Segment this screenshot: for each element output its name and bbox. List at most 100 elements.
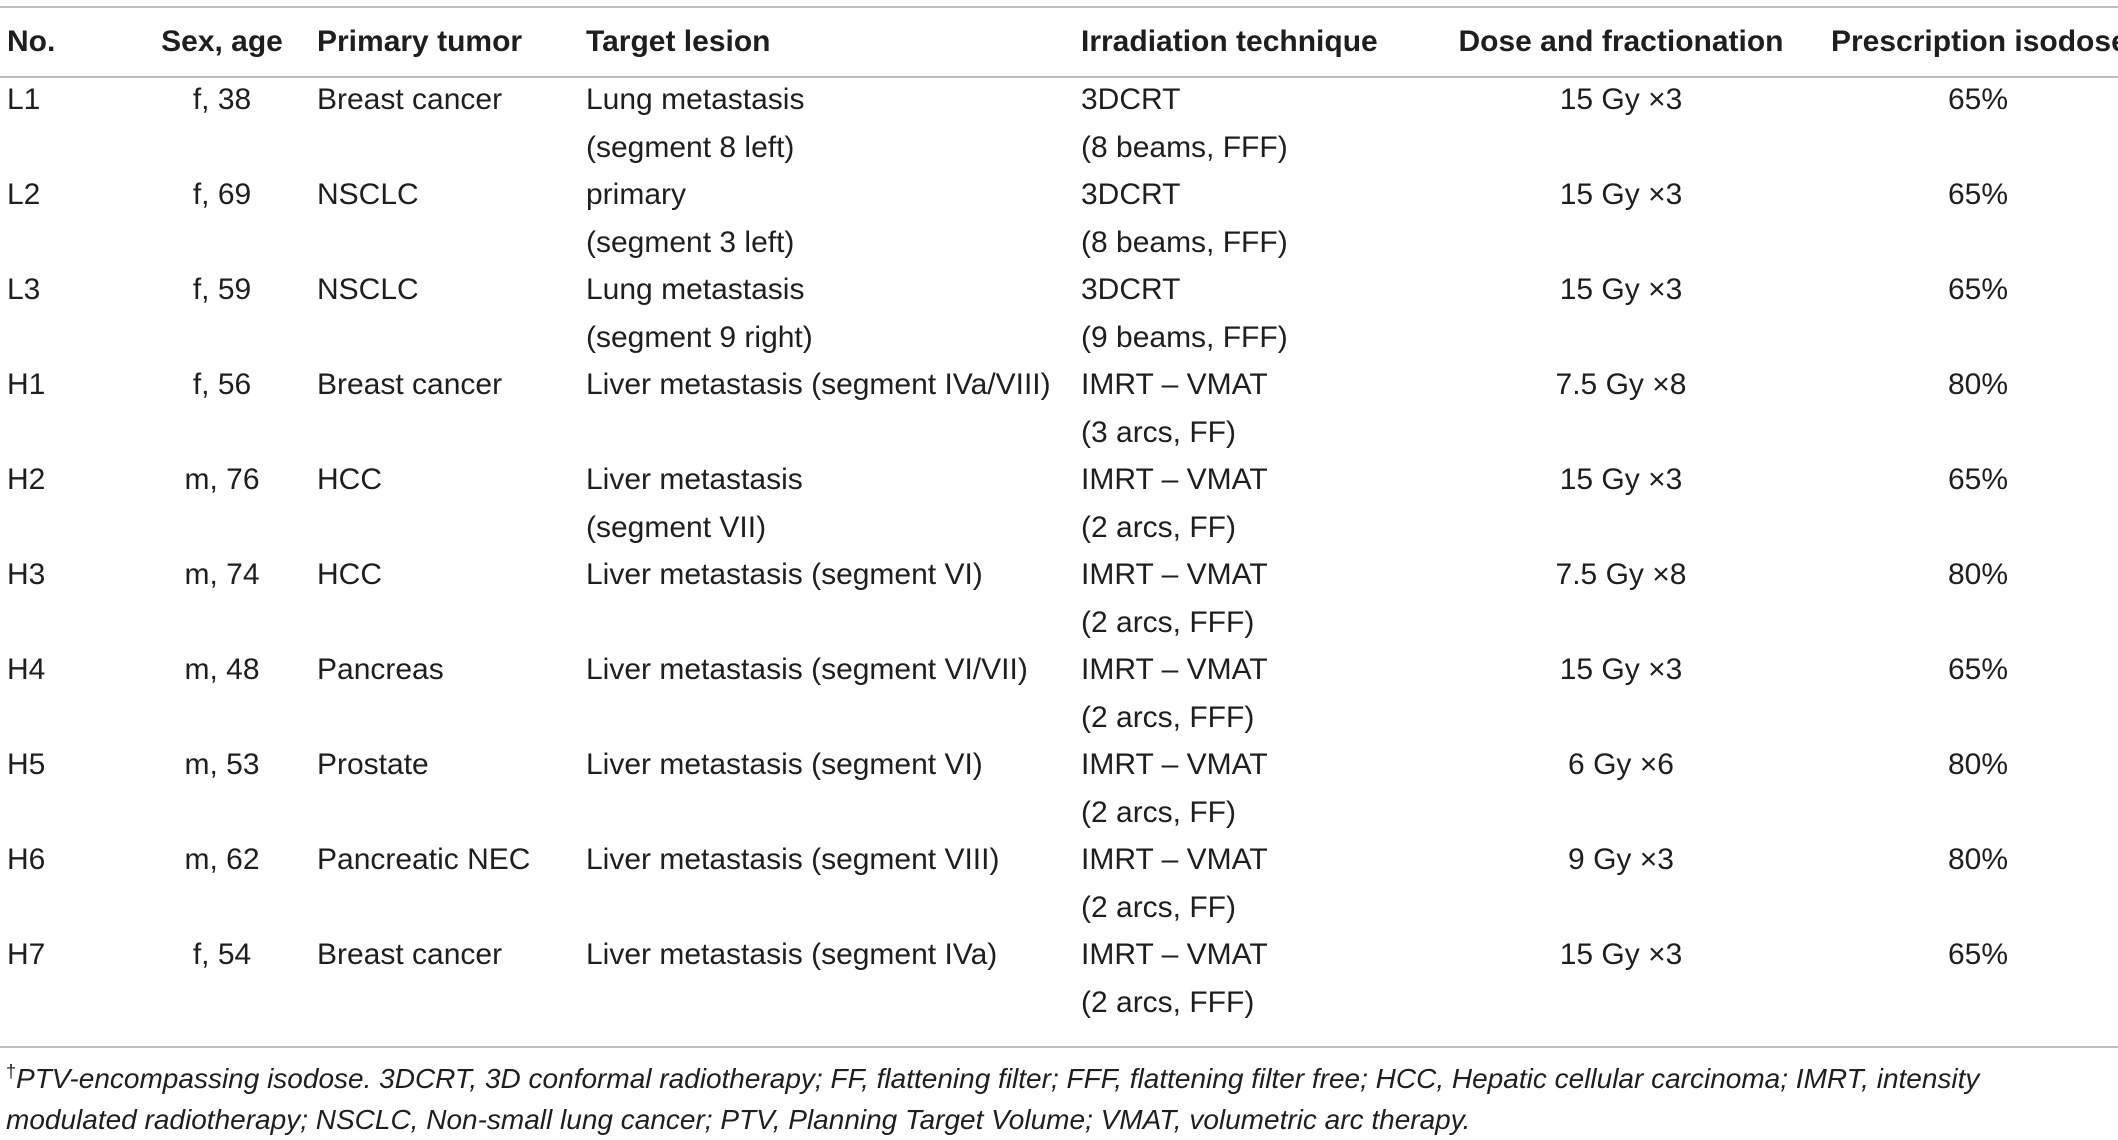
row-spacer xyxy=(127,314,317,362)
header-target-lesion: Target lesion xyxy=(586,25,771,58)
cell-dose-fractionation-line-1: 15 Gy ×3 xyxy=(1559,653,1683,686)
row-spacer xyxy=(317,219,586,267)
table-bottom-rule xyxy=(0,1046,2118,1048)
cell-primary-tumor-line-1: Breast cancer xyxy=(317,83,503,116)
cell-target-lesion: Liver metastasis (segment VI) xyxy=(586,741,1081,836)
cell-target-lesion: primary (segment 3 left) xyxy=(586,171,1081,266)
cell-prescription-isodose-line-1: 80% xyxy=(1947,368,2009,401)
cell-no-line-1: H4 xyxy=(7,653,46,686)
row-spacer xyxy=(1831,409,2118,457)
cell-irradiation-technique: IMRT – VMAT (3 arcs, FF) xyxy=(1081,361,1411,456)
cell-sex-age-line-1: m, 74 xyxy=(184,558,260,591)
cell-irradiation-technique: IMRT – VMAT (2 arcs, FF) xyxy=(1081,836,1411,931)
row-spacer xyxy=(1831,599,2118,647)
cell-dose-fractionation: 15 Gy ×3 xyxy=(1411,646,1831,741)
cell-primary-tumor: HCC xyxy=(317,456,586,551)
cell-no: H5 xyxy=(0,741,127,836)
cell-dose-fractionation: 15 Gy ×3 xyxy=(1411,931,1831,1026)
cell-sex-age-line-1: m, 48 xyxy=(184,653,260,686)
cell-target-lesion-line-2 xyxy=(586,884,1081,932)
cell-target-lesion-line-2 xyxy=(586,409,1081,457)
row-spacer xyxy=(127,409,317,457)
cell-irradiation-technique: 3DCRT (8 beams, FFF) xyxy=(1081,171,1411,266)
cell-target-lesion: Liver metastasis (segment VII) xyxy=(586,456,1081,551)
table-row: H7 f, 54 Breast cancer Liver metastasis … xyxy=(0,931,2118,1026)
cell-no-line-1: H5 xyxy=(7,748,46,781)
cell-sex-age: f, 54 xyxy=(127,931,317,1026)
cell-dose-fractionation-line-1: 15 Gy ×3 xyxy=(1559,273,1683,306)
row-spacer xyxy=(127,219,317,267)
cell-primary-tumor: Pancreas xyxy=(317,646,586,741)
cell-irradiation-technique-line-1: IMRT – VMAT xyxy=(1081,748,1268,781)
cell-no: L3 xyxy=(0,266,127,361)
row-spacer xyxy=(7,219,127,267)
cell-irradiation-technique-line-1: IMRT – VMAT xyxy=(1081,843,1268,876)
cell-sex-age: m, 48 xyxy=(127,646,317,741)
cell-target-lesion: Liver metastasis (segment VI/VII) xyxy=(586,646,1081,741)
cell-primary-tumor: Breast cancer xyxy=(317,76,586,171)
cell-no-line-1: L3 xyxy=(7,273,41,306)
cell-target-lesion-line-2 xyxy=(586,979,1081,1027)
cell-sex-age: f, 69 xyxy=(127,171,317,266)
cell-primary-tumor-line-1: NSCLC xyxy=(317,273,419,306)
footnote-text: PTV-encompassing isodose. 3DCRT, 3D conf… xyxy=(6,1063,1980,1135)
header-prescription-isodose: Prescription isodose† xyxy=(1831,8,2118,76)
cell-dose-fractionation: 15 Gy ×3 xyxy=(1411,266,1831,361)
cell-dose-fractionation-line-1: 15 Gy ×3 xyxy=(1559,83,1683,116)
header-irradiation-technique: Irradiation technique xyxy=(1081,25,1378,58)
cell-target-lesion-line-2 xyxy=(586,789,1081,837)
cell-prescription-isodose-line-1: 65% xyxy=(1947,178,2009,211)
row-spacer xyxy=(1831,979,2118,1027)
row-spacer xyxy=(317,124,586,172)
cell-target-lesion-line-1: Liver metastasis (segment IVa) xyxy=(586,938,998,971)
cell-prescription-isodose-line-1: 65% xyxy=(1947,938,2009,971)
cell-prescription-isodose: 65% xyxy=(1831,171,2118,266)
cell-dose-fractionation: 15 Gy ×3 xyxy=(1411,171,1831,266)
cell-irradiation-technique-line-1: 3DCRT xyxy=(1081,178,1181,211)
cell-primary-tumor-line-1: Pancreas xyxy=(317,653,444,686)
cell-no-line-1: H2 xyxy=(7,463,46,496)
row-spacer xyxy=(317,979,586,1027)
cell-primary-tumor: NSCLC xyxy=(317,266,586,361)
cell-sex-age: m, 62 xyxy=(127,836,317,931)
cell-irradiation-technique-line-1: IMRT – VMAT xyxy=(1081,463,1268,496)
cell-dose-fractionation: 15 Gy ×3 xyxy=(1411,76,1831,171)
cell-target-lesion-line-1: Liver metastasis (segment IVa/VIII) xyxy=(586,368,1051,401)
cell-irradiation-technique: 3DCRT (8 beams, FFF) xyxy=(1081,76,1411,171)
cell-irradiation-technique-line-2: (2 arcs, FFF) xyxy=(1081,985,1255,1019)
table-header-rule xyxy=(0,76,2118,78)
row-spacer xyxy=(1411,694,1831,742)
cell-dose-fractionation-line-1: 9 Gy ×3 xyxy=(1568,843,1674,876)
row-spacer xyxy=(7,314,127,362)
cell-primary-tumor: HCC xyxy=(317,551,586,646)
cell-irradiation-technique-line-1: IMRT – VMAT xyxy=(1081,938,1268,971)
cell-prescription-isodose: 80% xyxy=(1831,361,2118,456)
cell-primary-tumor-line-1: HCC xyxy=(317,463,382,496)
table-footnote: †PTV-encompassing isodose. 3DCRT, 3D con… xyxy=(6,1058,2111,1140)
cell-irradiation-technique-line-1: 3DCRT xyxy=(1081,83,1181,116)
cell-prescription-isodose: 65% xyxy=(1831,266,2118,361)
cell-irradiation-technique-line-2: (2 arcs, FF) xyxy=(1081,890,1236,924)
row-spacer xyxy=(127,504,317,552)
cell-irradiation-technique-line-1: IMRT – VMAT xyxy=(1081,558,1268,591)
cell-sex-age: f, 38 xyxy=(127,76,317,171)
header-dose-fractionation: Dose and fractionation xyxy=(1458,25,1784,58)
cell-prescription-isodose: 65% xyxy=(1831,646,2118,741)
cell-no: H7 xyxy=(0,931,127,1026)
cell-sex-age-line-1: f, 69 xyxy=(192,178,252,211)
cell-target-lesion-line-1: Liver metastasis (segment VI/VII) xyxy=(586,653,1028,686)
cell-sex-age: m, 76 xyxy=(127,456,317,551)
cell-primary-tumor: NSCLC xyxy=(317,171,586,266)
cell-prescription-isodose-line-1: 65% xyxy=(1947,463,2009,496)
cell-target-lesion-line-1: Liver metastasis xyxy=(586,463,803,496)
cell-sex-age: f, 56 xyxy=(127,361,317,456)
cell-prescription-isodose: 65% xyxy=(1831,931,2118,1026)
cell-prescription-isodose-line-1: 65% xyxy=(1947,653,2009,686)
cell-irradiation-technique-line-1: IMRT – VMAT xyxy=(1081,653,1268,686)
header-primary-tumor: Primary tumor xyxy=(317,25,523,58)
cell-prescription-isodose: 80% xyxy=(1831,741,2118,836)
row-spacer xyxy=(1411,219,1831,267)
row-spacer xyxy=(127,789,317,837)
cell-target-lesion-line-1: Liver metastasis (segment VI) xyxy=(586,558,983,591)
cell-target-lesion: Liver metastasis (segment VIII) xyxy=(586,836,1081,931)
